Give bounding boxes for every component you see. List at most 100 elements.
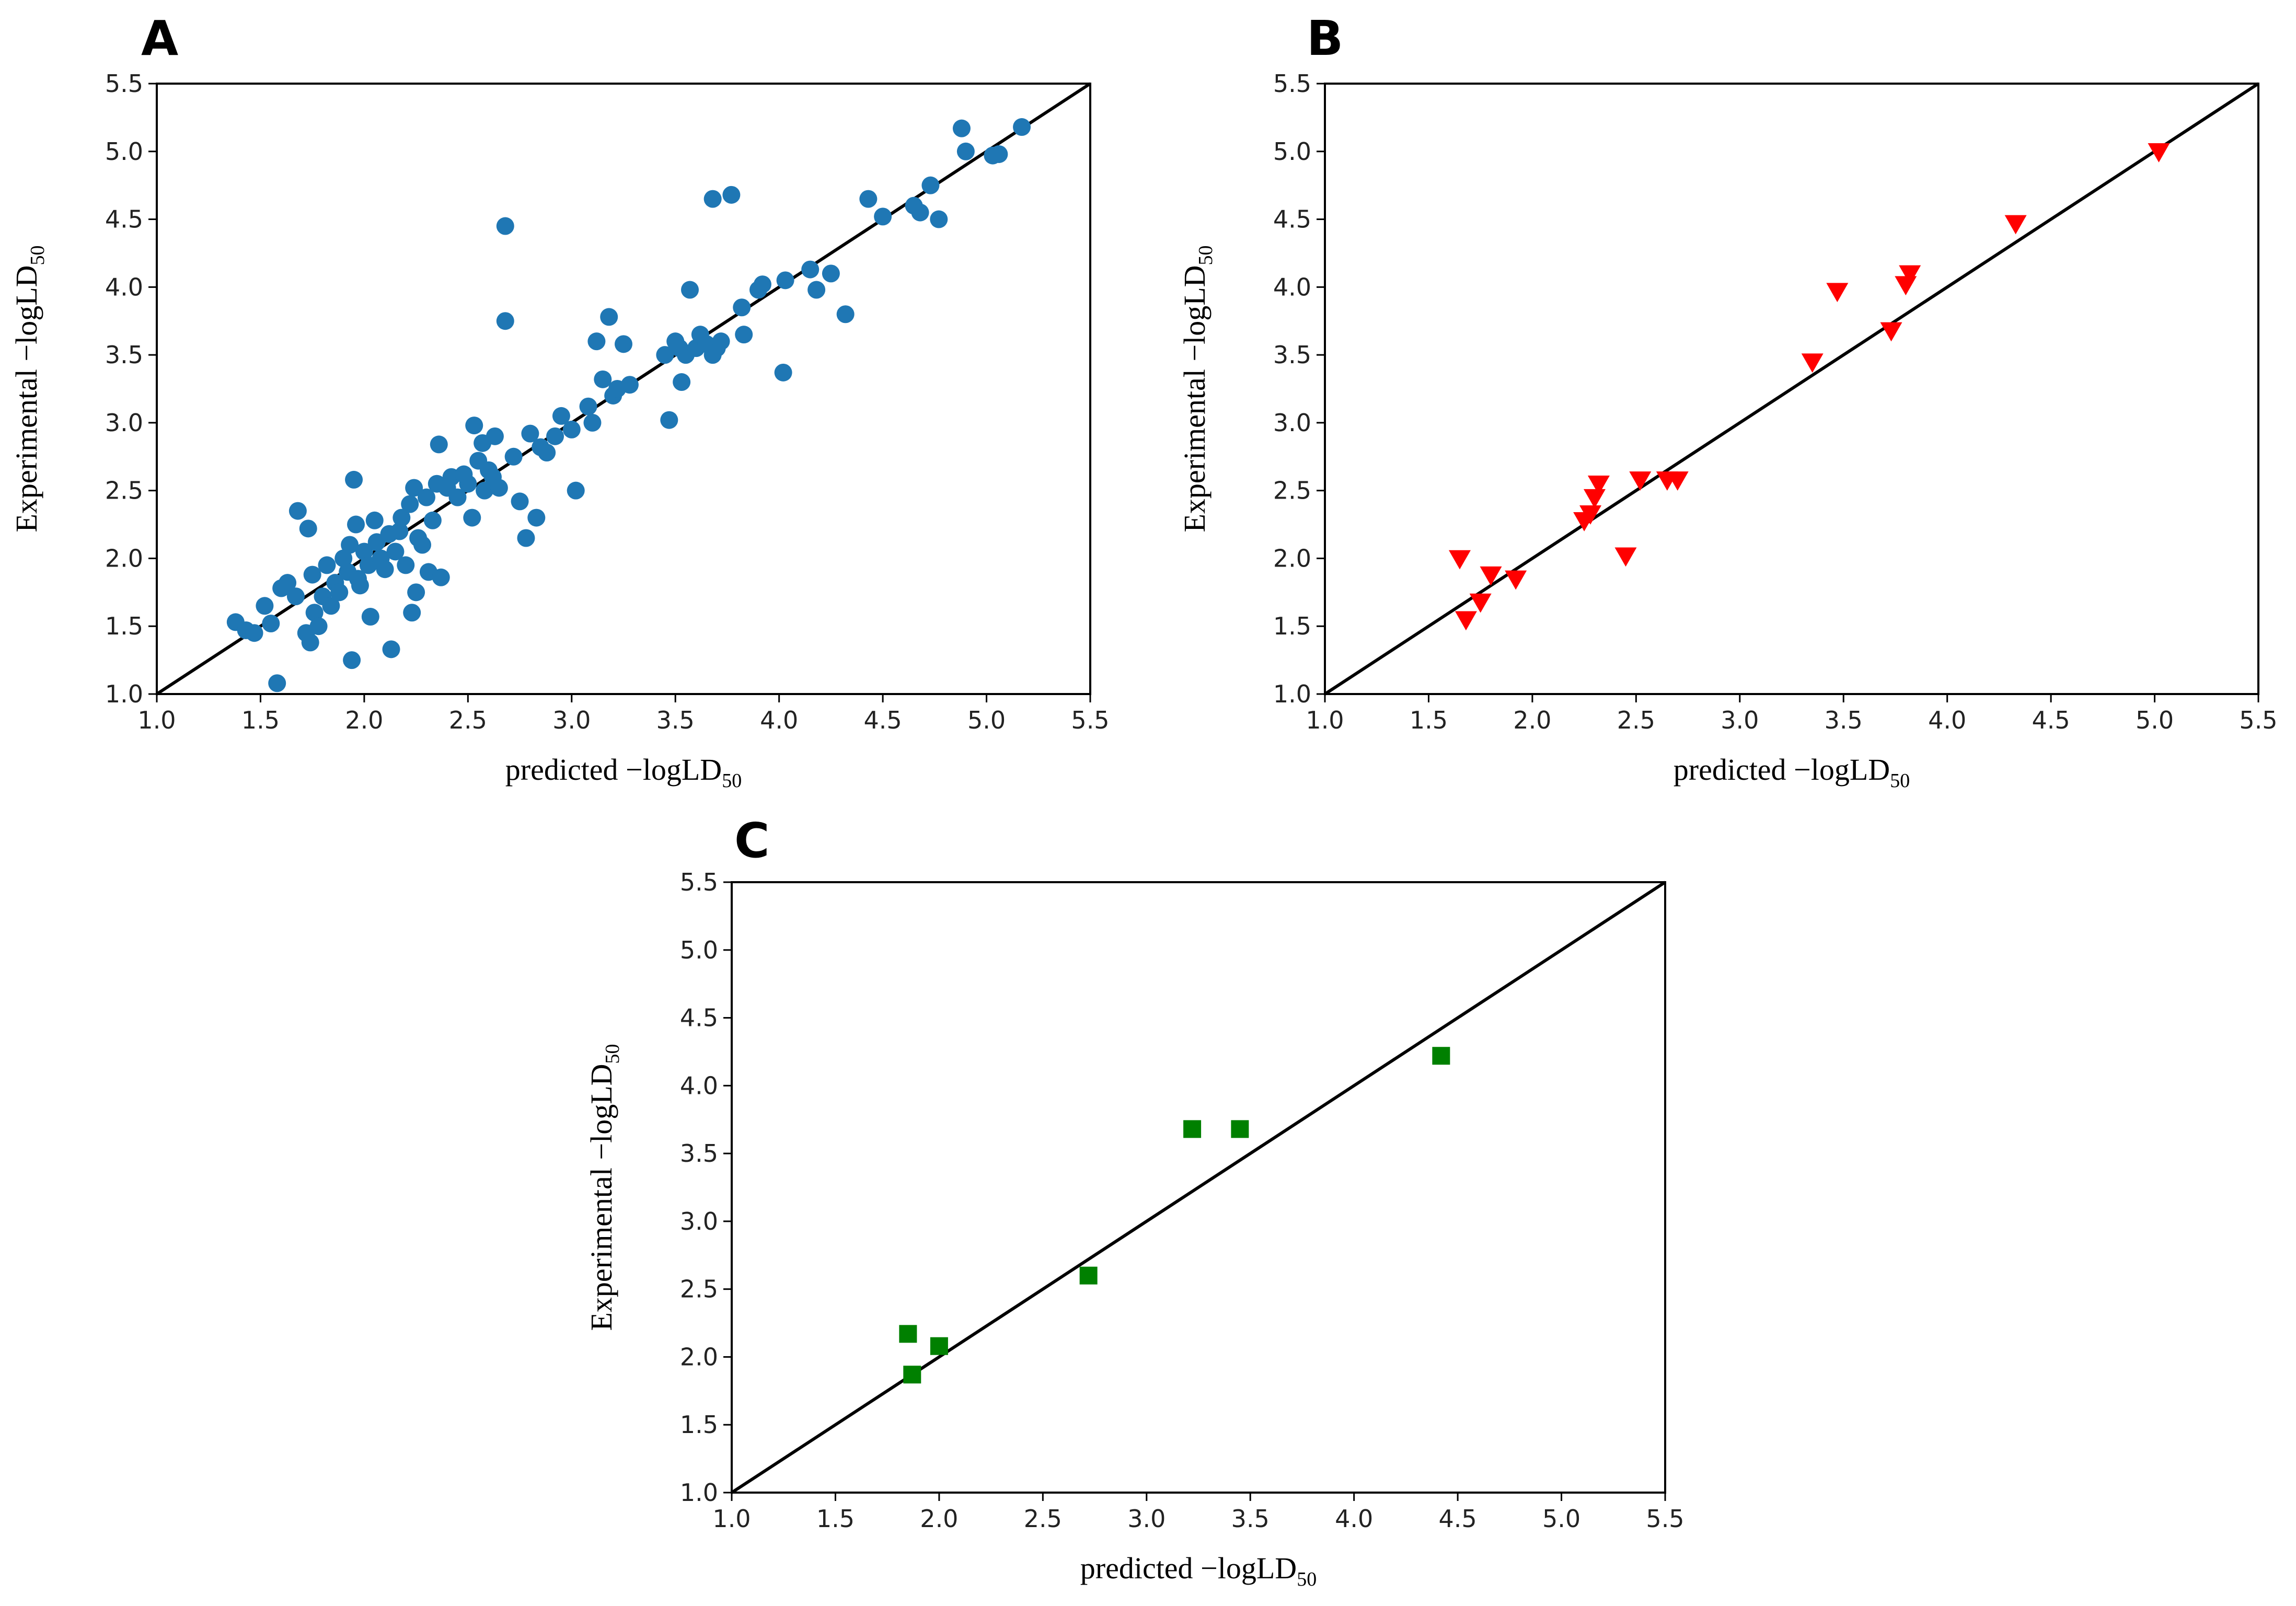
x-tick-label: 4.0 [1335, 1505, 1373, 1533]
data-point [303, 565, 321, 584]
data-point [594, 370, 612, 388]
y-tick-label: 3.5 [1273, 341, 1311, 369]
data-point [722, 186, 741, 204]
data-point [1614, 547, 1637, 567]
y-tick-label: 5.0 [1273, 137, 1311, 166]
data-point [268, 674, 286, 692]
data-point [407, 583, 425, 602]
data-point [903, 1366, 921, 1384]
x-tick-label: 5.0 [2136, 706, 2174, 734]
x-tick-label: 5.5 [1646, 1505, 1684, 1533]
y-tick-label: 4.0 [105, 273, 143, 301]
x-tick-label: 4.5 [1439, 1505, 1477, 1533]
x-tick-label: 2.0 [1513, 706, 1551, 734]
y-axis-label: Experimental −logLD50 [584, 1044, 624, 1331]
data-point [496, 217, 514, 235]
data-point [600, 308, 618, 326]
x-axis-label-subscript: 50 [1297, 1568, 1317, 1590]
y-tick-label: 2.5 [105, 477, 143, 505]
data-point [330, 583, 349, 602]
data-point [345, 470, 363, 489]
y-axis-label-subscript: 50 [27, 245, 49, 265]
data-point [656, 346, 674, 364]
y-tick-label: 1.0 [1273, 680, 1311, 708]
data-point [681, 281, 699, 299]
y-axis-label-main: Experimental −logLD [9, 265, 43, 532]
x-tick-label: 1.0 [1306, 706, 1344, 734]
data-point [430, 435, 448, 454]
data-point [1448, 550, 1471, 570]
data-point [703, 190, 722, 208]
y-axis-label-subscript: 50 [1195, 245, 1217, 265]
data-point [527, 509, 546, 527]
panel-letter: A [141, 10, 178, 66]
data-point [1899, 265, 1921, 285]
x-axis-label-subscript: 50 [1890, 770, 1910, 792]
data-point [774, 363, 792, 382]
x-tick-label: 4.5 [864, 706, 902, 734]
data-point [822, 264, 840, 283]
data-point [776, 271, 794, 290]
x-axis-label: predicted −logLD50 [505, 753, 742, 792]
x-tick-label: 2.5 [449, 706, 487, 734]
x-tick-label: 3.0 [1127, 1505, 1166, 1533]
data-point [1666, 471, 1689, 491]
data-point [347, 515, 365, 534]
data-point [305, 604, 324, 622]
x-axis-label-main: predicted −logLD [1080, 1551, 1297, 1585]
x-tick-label: 5.5 [1071, 706, 1109, 734]
data-point [583, 413, 602, 432]
data-point [579, 397, 597, 415]
data-point [930, 1337, 948, 1355]
data-point [538, 443, 556, 461]
x-tick-label: 3.0 [552, 706, 591, 734]
data-point [490, 479, 508, 497]
x-tick-label: 5.5 [2239, 706, 2277, 734]
data-point [386, 542, 405, 561]
data-point [1432, 1047, 1450, 1065]
y-tick-label: 1.5 [1273, 612, 1311, 640]
y-tick-label: 5.0 [680, 936, 718, 964]
y-tick-label: 1.5 [680, 1411, 718, 1439]
data-point [735, 326, 753, 344]
data-point [587, 332, 606, 351]
x-tick-label: 2.5 [1617, 706, 1655, 734]
data-point [1480, 566, 1502, 586]
x-tick-label: 2.0 [920, 1505, 958, 1533]
data-point [504, 447, 523, 466]
data-point [712, 332, 730, 351]
data-point [673, 373, 691, 391]
data-point [401, 495, 419, 513]
panel-b: B 1.01.0 1.5 1.5 2.0 2.0 2.5 2.5 3.0 3.0 3.5 3.5 4.0… [1178, 10, 2278, 792]
data-point [1469, 593, 1492, 613]
data-point [956, 142, 975, 160]
x-axis-label-main: predicted −logLD [1674, 753, 1890, 787]
data-point [546, 427, 564, 445]
data-point [1455, 611, 1477, 631]
data-point [801, 260, 820, 279]
data-point [1505, 570, 1527, 590]
data-point [322, 597, 340, 615]
data-point [496, 312, 514, 330]
y-tick-label: 3.5 [680, 1139, 718, 1168]
data-point [2148, 143, 2170, 163]
y-tick-label: 1.5 [105, 612, 143, 640]
data-point [753, 275, 771, 294]
data-point [245, 624, 263, 642]
y-tick-label: 5.5 [1273, 70, 1311, 98]
y-tick-label: 4.0 [680, 1071, 718, 1100]
data-point [301, 633, 319, 652]
y-tick-label: 2.5 [680, 1275, 718, 1303]
data-point [262, 615, 280, 633]
data-point [1583, 489, 1606, 509]
data-point [517, 529, 535, 547]
data-point [376, 560, 394, 579]
panel-c: C 1.01.0 1.5 1.5 2.0 2.0 2.5 2.5 3.0 3.0 3.5 3.5 4.0… [584, 813, 1684, 1590]
x-axis-label: predicted −logLD50 [1080, 1551, 1317, 1590]
data-point [567, 481, 585, 500]
data-point [836, 305, 855, 323]
y-tick-label: 4.5 [680, 1004, 718, 1032]
data-point [289, 502, 307, 520]
y-tick-label: 3.0 [105, 409, 143, 437]
y-tick-label: 4.5 [1273, 205, 1311, 234]
